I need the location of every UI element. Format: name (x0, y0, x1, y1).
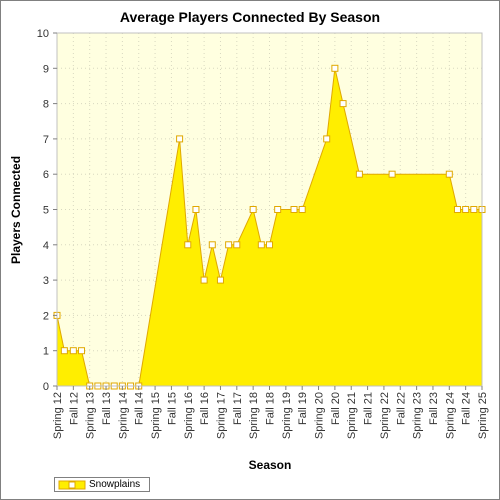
y-axis-label: Players Connected (9, 156, 23, 264)
x-tick-label: Spring 23 (412, 392, 424, 439)
x-tick-label: Spring 14 (117, 392, 129, 439)
y-tick-label: 0 (43, 381, 49, 393)
x-tick-label: Fall 12 (68, 392, 80, 425)
chart-title: Average Players Connected By Season (120, 9, 380, 25)
data-point (60, 347, 68, 355)
x-tick-label: Fall 20 (330, 392, 342, 425)
data-point (462, 206, 470, 213)
data-point (453, 206, 461, 213)
x-tick-label: Fall 19 (297, 392, 309, 425)
data-point (176, 135, 184, 143)
x-tick-label: Fall 21 (363, 392, 375, 425)
y-tick-label: 8 (43, 99, 49, 111)
x-tick-label: Fall 13 (101, 392, 113, 425)
data-point (257, 241, 265, 249)
x-tick-label: Fall 22 (395, 392, 407, 425)
y-tick-label: 6 (43, 169, 49, 181)
x-tick-label: Spring 13 (85, 392, 97, 439)
x-tick-label: Spring 15 (150, 392, 162, 439)
data-point (233, 241, 241, 249)
data-point (445, 170, 453, 178)
y-tick-label: 9 (43, 63, 49, 75)
x-tick-label: Fall 17 (232, 392, 244, 425)
x-tick-label: Fall 24 (461, 392, 473, 425)
y-tick-label: 5 (43, 205, 49, 217)
x-tick-label: Spring 21 (346, 392, 358, 439)
data-point (274, 206, 282, 213)
data-point (69, 347, 77, 355)
x-tick-label: Spring 16 (183, 392, 195, 439)
data-point (323, 135, 331, 143)
data-point (78, 347, 86, 355)
y-tick-label: 7 (43, 134, 49, 146)
x-tick-label: Spring 19 (281, 392, 293, 439)
data-point (192, 206, 200, 213)
y-tick-label: 3 (43, 275, 49, 287)
data-point (208, 241, 216, 249)
data-point (331, 64, 339, 72)
legend-label: Snowplains (89, 479, 141, 490)
y-tick-label: 1 (43, 346, 49, 358)
data-point (266, 241, 273, 249)
data-point (290, 206, 298, 213)
data-point (184, 241, 192, 249)
data-point (200, 276, 208, 284)
data-point (298, 206, 306, 213)
x-tick-label: Spring 12 (52, 392, 64, 439)
data-point (355, 170, 363, 178)
x-tick-label: Spring 20 (314, 392, 326, 439)
data-point (225, 241, 233, 249)
x-tick-label: Fall 15 (166, 392, 178, 425)
data-point (388, 170, 396, 178)
y-tick-label: 2 (43, 310, 49, 322)
legend-marker-icon (68, 481, 76, 489)
x-tick-label: Spring 17 (215, 392, 227, 439)
x-tick-label: Spring 24 (444, 392, 456, 439)
x-tick-label: Spring 22 (379, 392, 391, 439)
x-tick-label: Spring 25 (477, 392, 489, 439)
data-point (339, 100, 347, 108)
series-area-snowplains (57, 68, 482, 387)
x-tick-label: Spring 18 (248, 392, 260, 439)
x-axis-label: Season (249, 458, 292, 472)
data-point (216, 276, 224, 284)
y-tick-label: 4 (43, 240, 49, 252)
x-tick-label: Fall 16 (199, 392, 211, 425)
x-tick-label: Fall 23 (428, 392, 440, 425)
data-point (470, 206, 478, 213)
y-tick-label: 10 (37, 28, 49, 40)
legend: Snowplains (54, 477, 150, 492)
x-tick-label: Fall 18 (265, 392, 277, 425)
data-point (249, 206, 257, 213)
x-tick-label: Fall 14 (134, 392, 146, 425)
